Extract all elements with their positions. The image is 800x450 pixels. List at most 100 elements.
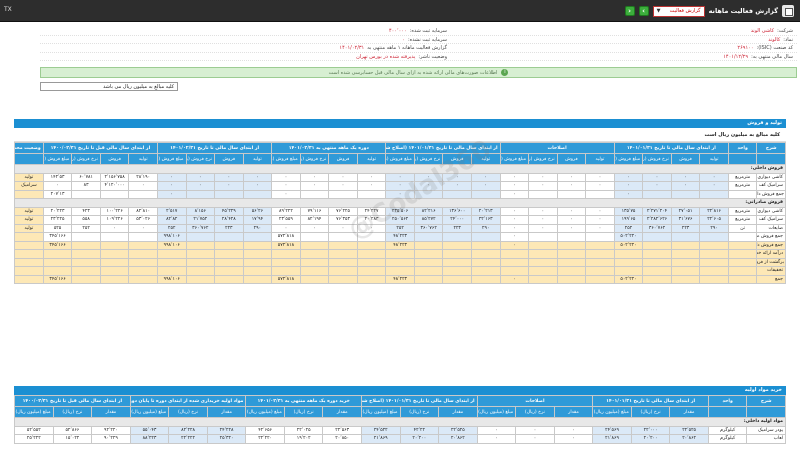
table-cell [242, 257, 273, 267]
period-label: گزارش فعالیت ماهانه ۱ ماهه منتهی به [367, 45, 447, 51]
column-header: مقدار [669, 406, 709, 418]
table-cell: ۰ [299, 223, 330, 233]
table-cell: ۷۶٬۳۵۳ [328, 215, 358, 225]
table-cell: ۲۹۰ [470, 223, 501, 233]
table-cell [71, 274, 101, 284]
table-cell: ۴٬۱۲۰٬۰۰۰ [99, 181, 130, 191]
column-header: فروش [670, 153, 701, 165]
report-type-select[interactable]: گزارش فعالیت ▼ [652, 5, 705, 17]
unit-cell [727, 257, 758, 267]
table-cell [42, 249, 73, 259]
table-cell [699, 249, 729, 259]
company-info: شرکت:کاشی الوند سرمایه ثبت شده:۴۰۰٬۰۰۰ ن… [40, 27, 797, 61]
table-cell: ۲۵۲ [613, 223, 644, 233]
row-label: تخفیفات [756, 266, 786, 276]
table-cell [670, 249, 701, 259]
table-cell: ۲۸٬۱۹۰ [128, 172, 158, 182]
column-header: از ابتدای سال مالی تا تاریخ ۱۴۰۱/۰۱/۳۱ (… [360, 395, 478, 407]
table-cell [670, 240, 701, 250]
table-cell: ۴۲٬۶۵۶ [245, 425, 285, 435]
table-cell: ۲۷٬۰۵۱ [670, 206, 701, 216]
unit-cell [727, 189, 758, 199]
table-cell: ۰ [356, 223, 387, 233]
table-cell: ۰ [699, 172, 729, 182]
table-cell [642, 232, 672, 242]
column-header: نرخ فروش (ریال) [71, 153, 101, 165]
materials-section-title: خرید مواد اولیه [14, 386, 786, 395]
table-cell [156, 266, 187, 276]
table-cell [356, 274, 387, 284]
table-cell: ۰ [613, 189, 644, 199]
table-cell: ۰ [242, 172, 273, 182]
table-cell: ۰ [271, 181, 301, 191]
table-cell [670, 232, 701, 242]
table-cell [185, 232, 216, 242]
column-header: نرخ فروش (ریال) [413, 153, 444, 165]
table-cell: ۴۸٬۲۲۳ [385, 274, 415, 284]
table-cell [299, 189, 330, 199]
table-row: جمع فروش صادراتی ۵۰۲٬۲۲۰ ۰ ۴۸٬۲۲۳ ۵۷۲٬۸۱۸ ۹۹۸… [14, 232, 786, 242]
table-cell: ۱۳۶٬۶۰۰ [442, 206, 472, 216]
table-cell [242, 232, 273, 242]
table-cell: ۳۴۵٬۱۶۶ [42, 274, 73, 284]
unregistered-capital-label: سرمایه ثبت نشده: [408, 36, 447, 43]
table-cell [385, 266, 415, 276]
header-row: شرح واحد از ابتدای سال مالی تا تاریخ ۱۴۰۱/… [14, 142, 786, 154]
column-header: نرخ فروش (ریال) [642, 153, 672, 165]
next-button[interactable]: › [638, 6, 649, 16]
table-cell [470, 189, 501, 199]
table-cell [528, 232, 558, 242]
table-cell [499, 249, 530, 259]
column-header [14, 153, 44, 165]
total-row: جمع فروش داخلی و صادراتی ۵۰۲٬۲۲۰ ۰ ۴۸٬۲۲۳ ۵۷… [14, 240, 786, 250]
column-header: مقدار [553, 406, 594, 418]
column-header: مبلغ فروش (میلیون ریال) [271, 153, 301, 165]
table-cell: ۱۹٬۲۰۲ [283, 434, 324, 444]
table-cell [442, 232, 472, 242]
table-cell: ۰ [556, 181, 587, 191]
table-cell: ۵۶٬۲۶ [242, 206, 273, 216]
table-cell: ۸۵٬۲۷۲ [413, 215, 444, 225]
fiscal-year-label: سال مالی منتهی به: [751, 53, 793, 60]
table-cell [242, 266, 273, 276]
table-cell [328, 274, 358, 284]
fiscal-year-value: ۱۴۰۱/۱۲/۲۹ [723, 53, 749, 60]
unit-cell [727, 240, 758, 250]
table-cell [99, 232, 130, 242]
title-bar: TX گزارش فعالیت ماهانه گزارش فعالیت ▼ › … [0, 0, 800, 22]
table-cell: تولید [14, 215, 44, 225]
table-cell [670, 266, 701, 276]
column-header: فروش [556, 153, 587, 165]
table-cell: ۰ [156, 189, 187, 199]
column-header: مقدار [438, 406, 478, 418]
table-cell: ۲۰٬۸۵۰ [322, 434, 362, 444]
table-cell: ۰ [328, 172, 358, 182]
table-cell: ۰ [499, 232, 530, 242]
table-cell: ۰ [499, 189, 530, 199]
column-header: مبلغ (میلیون ریال) [14, 406, 54, 418]
table-cell: ۰ [470, 181, 501, 191]
table-cell: ۰ [499, 274, 530, 284]
table-cell [328, 240, 358, 250]
table-cell: ۵۷۲٬۸۱۸ [271, 232, 301, 242]
table-cell: ۱۰۹٬۲۲۶ [99, 215, 130, 225]
units-note-box: کلیه مبالغ به میلیون ریال می باشد [40, 82, 178, 91]
isic-value: ۲۶۹۱۰۰ [737, 45, 754, 51]
total-row: برگشت از فروش [14, 257, 786, 267]
table-cell: ۲۴٬۲۲۷ [356, 206, 387, 216]
column-header: نرخ (ریال) [399, 406, 440, 418]
table-cell: ۰ [42, 181, 73, 191]
table-cell [642, 266, 672, 276]
table-cell: ۲۹۰ [242, 223, 273, 233]
table-cell: ۲۲٬۱۶۳ [470, 215, 501, 225]
table-cell: ۹۲٬۲۲۰ [91, 425, 131, 435]
table-cell: ۰ [328, 223, 358, 233]
prev-button[interactable]: ‹ [624, 6, 635, 16]
table-cell [585, 232, 615, 242]
column-header: فروش [328, 153, 358, 165]
unit-cell: کیلوگرم [707, 434, 748, 444]
table-cell [214, 249, 244, 259]
column-header: از ابتدای سال مالی قبل تا تاریخ ۱۴۰۰/۰۲/… [14, 395, 131, 407]
table-cell [128, 249, 158, 259]
